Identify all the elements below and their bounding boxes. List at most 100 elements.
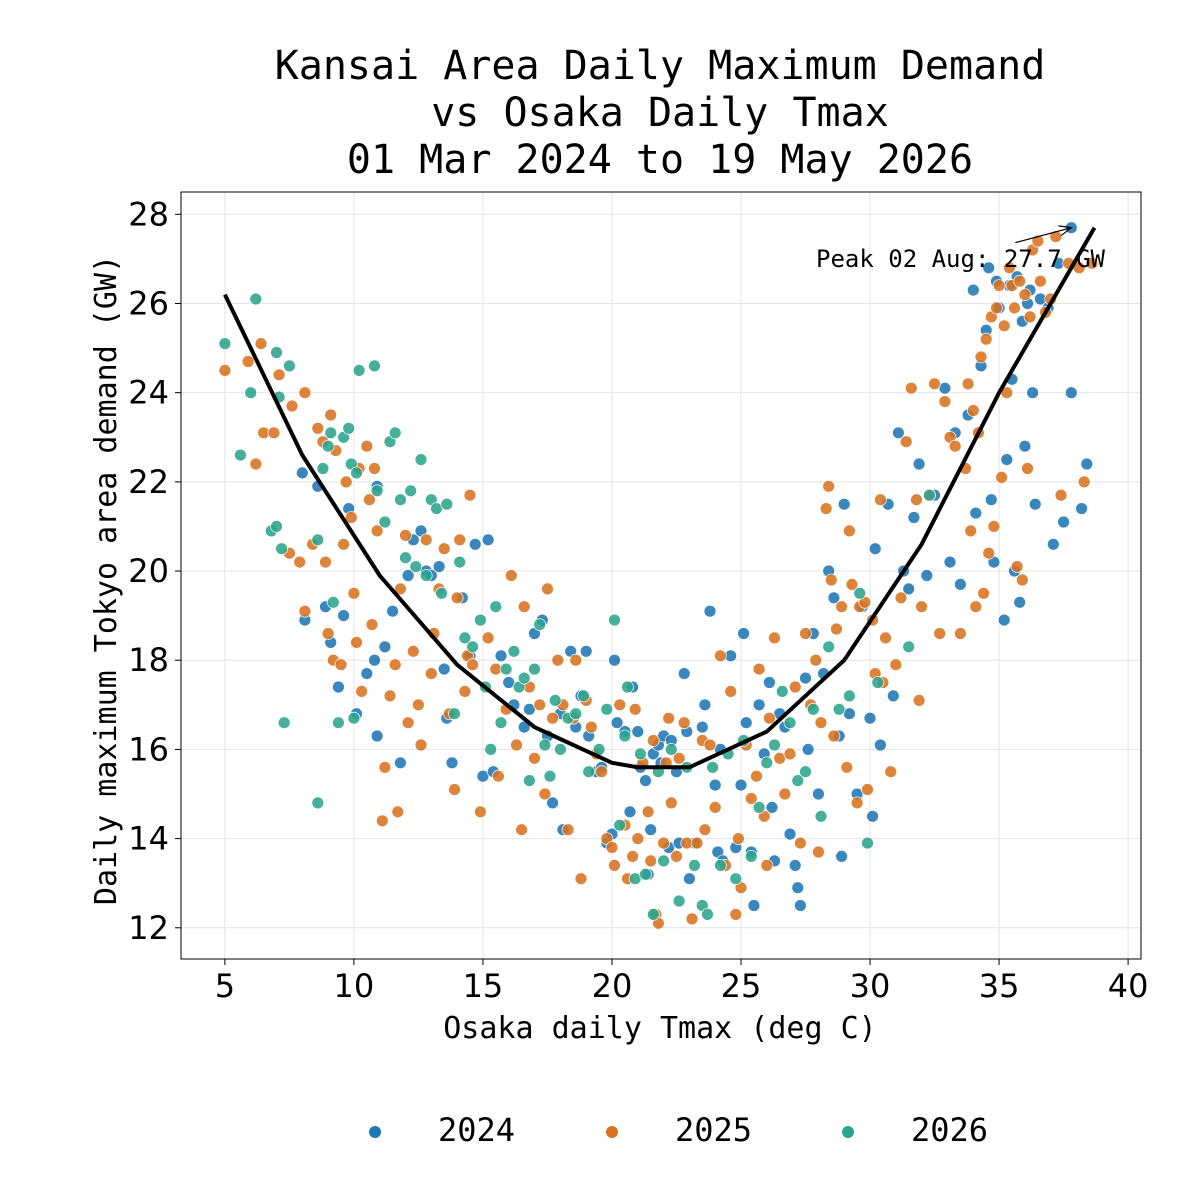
legend-item-2024: 2024: [369, 1111, 515, 1149]
data-point-2025: [605, 841, 619, 854]
data-point-2026: [419, 569, 433, 582]
data-point-2025: [910, 493, 923, 507]
data-point-2026: [664, 743, 678, 756]
data-point-2024: [639, 774, 652, 787]
data-point-2026: [270, 520, 283, 533]
data-point-2025: [293, 555, 307, 569]
axis-ticks: 5 10 15 20 25 30 35 40 12 14 16 18 20 22 24 26 28: [128, 195, 1148, 1005]
data-point-2025: [368, 462, 381, 475]
data-point-2024: [747, 899, 761, 912]
data-point-2026: [744, 850, 758, 863]
data-point-2025: [473, 805, 487, 819]
data-point-2024: [608, 653, 621, 667]
data-point-2024: [783, 827, 797, 841]
data-point-2026: [347, 711, 361, 725]
data-point-2025: [835, 600, 848, 614]
data-point-2025: [448, 783, 461, 796]
data-point-2026: [326, 595, 340, 609]
data-point-2026: [799, 765, 812, 779]
legend-marker: [606, 1126, 618, 1138]
data-point-2024: [912, 457, 926, 471]
data-point-2025: [334, 658, 348, 672]
data-point-2026: [538, 738, 552, 752]
data-point-2026: [282, 359, 296, 373]
data-point-2025: [698, 823, 712, 837]
data-point-2025: [783, 747, 797, 761]
data-point-2024: [432, 560, 446, 573]
data-point-2025: [995, 470, 1008, 484]
data-point-2024: [1018, 439, 1032, 453]
data-point-2025: [584, 720, 598, 734]
data-point-2024: [763, 676, 776, 689]
data-point-2025: [840, 760, 854, 774]
data-point-2025: [843, 524, 856, 538]
peak-annotation: Peak 02 Aug: 27.7 GW: [816, 225, 1106, 273]
y-tick-label: 18: [128, 641, 169, 679]
legend: 2024 2025 2026: [369, 1111, 988, 1149]
data-point-2025: [966, 404, 980, 417]
data-point-2025: [724, 685, 738, 698]
data-point-2025: [1085, 256, 1099, 270]
data-point-2025: [541, 582, 554, 596]
data-point-2025: [1023, 310, 1037, 324]
data-point-2025: [938, 395, 952, 409]
data-point-2026: [249, 292, 263, 306]
data-point-2026: [543, 769, 557, 783]
data-point-2026: [861, 836, 874, 850]
data-point-2025: [533, 698, 547, 712]
data-point-2024: [892, 426, 905, 440]
legend-item-2025: 2025: [606, 1111, 752, 1149]
data-point-2025: [889, 658, 903, 672]
data-point-2026: [672, 894, 686, 908]
data-point-2026: [466, 640, 480, 654]
data-point-2024: [737, 627, 750, 640]
data-point-2026: [729, 872, 743, 886]
data-point-2025: [664, 796, 678, 810]
data-point-2026: [507, 644, 521, 658]
data-point-2026: [458, 631, 472, 645]
data-point-2024: [752, 698, 766, 712]
data-point-2024: [623, 805, 637, 819]
data-point-2024: [703, 604, 717, 618]
data-point-2026: [316, 462, 330, 475]
y-tick-label: 26: [128, 284, 169, 322]
data-point-2024: [1046, 537, 1060, 551]
annotation-arrowhead: [1058, 225, 1073, 237]
x-tick-label: 10: [334, 967, 375, 1005]
data-point-2025: [1021, 462, 1034, 475]
data-point-2026: [331, 716, 345, 730]
x-axis-label: Osaka daily Tmax (deg C): [443, 1011, 876, 1046]
data-point-2025: [491, 769, 505, 783]
data-point-2024: [837, 497, 851, 511]
data-point-2026: [440, 497, 454, 511]
data-point-2025: [977, 586, 990, 600]
scatter-points: [218, 221, 1099, 930]
data-point-2026: [714, 859, 727, 872]
data-point-2025: [979, 332, 993, 346]
data-point-2025: [964, 524, 978, 538]
data-point-2026: [489, 600, 503, 614]
data-point-2025: [760, 859, 774, 872]
data-point-2025: [794, 836, 807, 850]
data-point-2025: [538, 787, 552, 801]
data-point-2025: [569, 653, 583, 667]
data-point-2025: [347, 586, 361, 600]
data-point-2025: [915, 600, 928, 614]
data-point-2025: [515, 823, 528, 837]
data-point-2026: [311, 533, 325, 547]
data-point-2024: [579, 644, 593, 658]
data-point-2026: [409, 560, 423, 573]
data-point-2026: [600, 702, 614, 716]
data-point-2025: [822, 479, 836, 493]
data-point-2025: [414, 738, 428, 752]
data-point-2025: [528, 751, 541, 765]
data-point-2026: [621, 680, 634, 694]
data-point-2024: [481, 533, 495, 547]
data-point-2026: [775, 685, 789, 698]
x-tick-label: 35: [979, 967, 1020, 1005]
data-point-2024: [739, 716, 753, 730]
data-point-2024: [863, 711, 877, 725]
x-tick-label: 5: [215, 967, 235, 1005]
data-point-2025: [912, 694, 926, 707]
data-point-2025: [662, 711, 676, 725]
